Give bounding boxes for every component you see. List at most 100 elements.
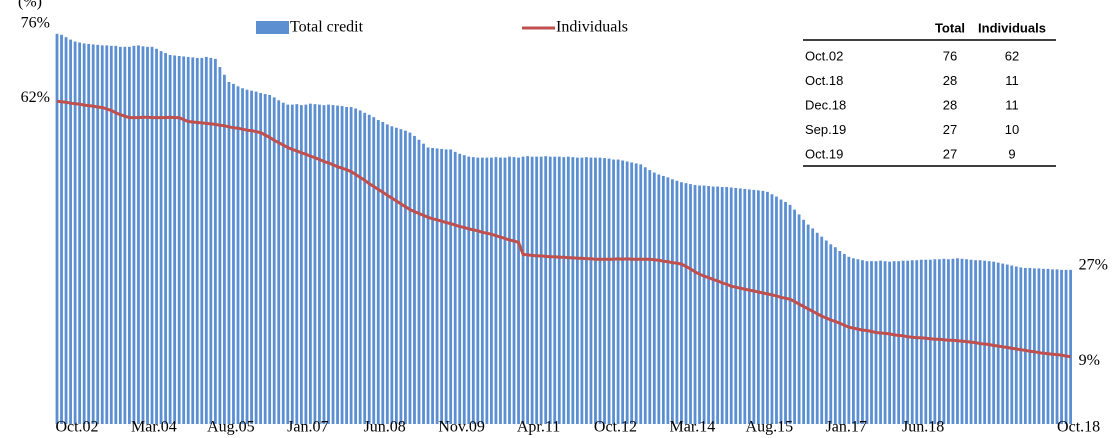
bar: [435, 148, 439, 424]
bar: [643, 167, 647, 424]
bar: [191, 57, 195, 425]
bar: [580, 157, 584, 425]
bar: [539, 156, 543, 424]
bar: [245, 89, 249, 424]
bar: [919, 259, 923, 424]
legend-swatch: [256, 21, 289, 34]
x-tick-label: Oct.18: [1057, 419, 1100, 436]
bar: [236, 86, 240, 424]
bar: [766, 191, 769, 424]
bar: [657, 174, 661, 424]
bar: [775, 196, 778, 424]
bar: [666, 177, 670, 424]
bar: [232, 83, 235, 424]
bar: [585, 157, 588, 424]
bar: [263, 94, 267, 424]
bar: [838, 251, 842, 424]
bar: [227, 81, 231, 425]
bar: [544, 156, 548, 425]
table-cell: 11: [1005, 97, 1019, 112]
bar: [553, 156, 557, 424]
x-tick-label: Nov.09: [438, 419, 485, 436]
bar: [1001, 263, 1005, 424]
bar: [937, 259, 941, 424]
bar: [833, 247, 837, 424]
bar: [1037, 268, 1041, 424]
bar: [345, 107, 348, 424]
bar: [521, 156, 525, 424]
bar: [209, 57, 213, 425]
bar: [322, 105, 326, 425]
bar: [612, 159, 615, 425]
table-cell: 27: [943, 146, 957, 161]
bar: [1055, 269, 1059, 424]
bar: [223, 74, 226, 424]
bar: [440, 148, 444, 424]
bar: [562, 157, 566, 424]
bar: [625, 161, 629, 424]
bar: [503, 157, 507, 425]
bar: [55, 33, 59, 424]
bar: [109, 45, 113, 425]
bar: [381, 121, 385, 424]
bar: [852, 258, 855, 424]
bar: [295, 104, 299, 425]
bar: [449, 149, 453, 425]
bar: [671, 179, 674, 424]
bar: [901, 260, 905, 424]
bar: [336, 105, 339, 424]
bar: [168, 55, 172, 424]
bar: [422, 143, 425, 424]
bar: [734, 187, 738, 424]
bar: [738, 188, 742, 424]
bar: [182, 56, 186, 425]
table-cell: 11: [1005, 73, 1019, 88]
bar: [693, 185, 697, 424]
bar: [1069, 269, 1072, 424]
bar: [639, 164, 643, 425]
bar: [752, 189, 756, 424]
bar: [603, 158, 606, 424]
bar: [526, 156, 529, 425]
bar: [820, 236, 824, 424]
bar: [150, 46, 154, 424]
bar: [453, 151, 457, 424]
bar: [444, 149, 448, 425]
bar: [856, 259, 860, 424]
bar: [376, 120, 380, 424]
bar: [761, 190, 765, 424]
bar: [78, 42, 82, 425]
bar: [652, 172, 656, 424]
bar: [467, 156, 471, 424]
bar: [164, 53, 167, 425]
bar: [897, 261, 901, 424]
start-label: 62%: [21, 89, 50, 106]
bar: [367, 114, 371, 425]
bar: [309, 103, 312, 424]
bar: [806, 224, 810, 424]
bar: [499, 157, 502, 425]
bar: [648, 170, 652, 424]
bar: [290, 104, 294, 424]
bar: [159, 51, 163, 424]
bar: [1023, 267, 1027, 424]
bar: [354, 108, 358, 425]
bar: [64, 37, 68, 424]
bar: [788, 204, 792, 424]
bar: [490, 157, 493, 425]
bar: [1051, 269, 1054, 424]
bar: [363, 112, 367, 424]
bar: [200, 57, 204, 425]
bar: [462, 155, 466, 424]
bar: [824, 240, 828, 424]
bar: [480, 157, 484, 425]
bar: [802, 219, 806, 424]
bar: [711, 186, 715, 424]
bar: [793, 209, 796, 424]
bar: [399, 129, 403, 424]
bar: [888, 261, 891, 424]
bar: [861, 260, 864, 424]
bar: [137, 45, 140, 424]
bar: [743, 188, 747, 424]
